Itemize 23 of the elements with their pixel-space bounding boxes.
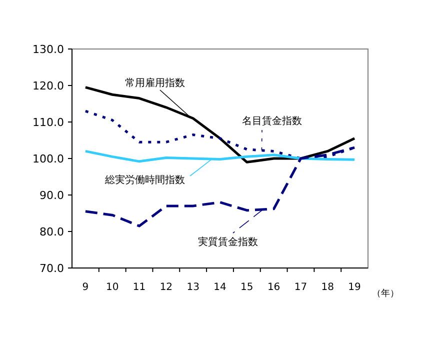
y-tick-label: 70.0 bbox=[40, 262, 64, 275]
legend-label: 実質賃金指数 bbox=[198, 236, 258, 248]
x-tick-label: 11 bbox=[132, 282, 146, 293]
x-tick-label: 16 bbox=[267, 282, 280, 293]
series-label: 常用雇用指数 bbox=[125, 77, 185, 89]
x-tick-label: 12 bbox=[160, 282, 173, 293]
series-label: 総実労働時間指数 bbox=[104, 174, 185, 186]
x-tick-label: 13 bbox=[186, 282, 200, 293]
x-tick-label: 10 bbox=[106, 282, 119, 293]
y-tick-label: 130.0 bbox=[32, 43, 64, 56]
y-tick-label: 100.0 bbox=[32, 152, 64, 166]
y-tick-label: 90.0 bbox=[40, 189, 64, 202]
x-tick-label: 19 bbox=[348, 282, 361, 293]
y-tick-label: 110.0 bbox=[32, 116, 64, 129]
x-tick-label: 15 bbox=[240, 282, 254, 293]
x-tick-label: 14 bbox=[214, 282, 226, 293]
x-tick-label: 17 bbox=[294, 282, 308, 293]
series-label: 名目賃金指数 bbox=[242, 115, 302, 127]
x-tick-label: 9 bbox=[82, 282, 89, 293]
y-tick-label: 120.0 bbox=[32, 80, 64, 92]
x-axis-title: （年） bbox=[372, 288, 399, 299]
x-tick-label: 18 bbox=[321, 282, 334, 293]
y-tick-label: 80.0 bbox=[40, 226, 64, 238]
